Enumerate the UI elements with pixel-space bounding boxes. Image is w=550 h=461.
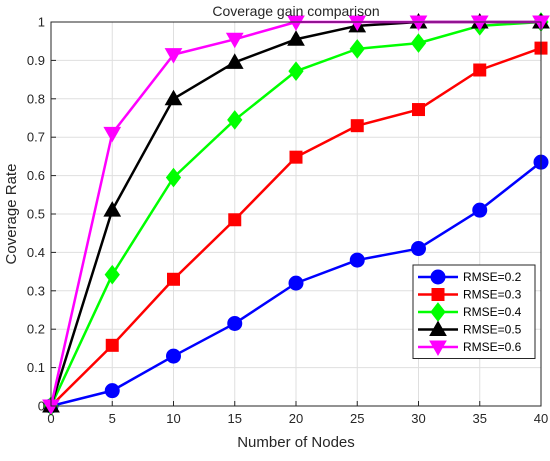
data-point [348,15,367,32]
data-point [350,119,364,133]
data-point [473,63,487,77]
data-point [431,288,445,301]
data-point [288,61,304,81]
data-point [225,32,244,49]
legend: RMSE=0.2 RMSE=0.3 RMSE=0.4 RMSE=0.5 RMSE=0.6 [412,264,536,359]
data-point [225,53,244,69]
y-tick-label: 0.8 [27,91,45,106]
y-axis-title: Coverage Rate [3,164,20,265]
y-tick-label: 0.9 [27,53,45,68]
data-point [227,110,243,130]
y-tick-label: 0.7 [27,130,45,145]
x-tick-label: 0 [47,411,54,426]
data-point [287,30,305,46]
legend-entry: RMSE=0.4 [418,302,522,322]
y-tick-label: 0.5 [27,207,45,222]
series-rmse-0-3 [44,41,548,413]
y-tick-label: 0.3 [27,283,45,298]
x-axis-title: Number of Nodes [237,434,355,451]
data-point [228,213,242,227]
data-point [167,272,180,286]
data-point [429,320,447,336]
x-tick-label: 10 [166,411,180,426]
y-tick-label: 1 [38,15,45,30]
data-point [470,15,489,32]
legend-entry: RMSE=0.2 [418,269,522,285]
data-point [165,167,182,188]
data-point [429,340,447,357]
data-point [164,48,183,64]
y-tick-label: 0.1 [27,360,45,375]
y-tick-label: 0 [38,399,45,414]
data-point [409,15,428,32]
data-point [472,202,488,218]
data-point [349,39,365,59]
legend-label: RMSE=0.2 [463,270,522,284]
x-tick-label: 5 [109,411,116,426]
data-point [104,264,120,285]
data-point [166,348,181,364]
data-point [227,315,243,331]
data-point [103,201,122,217]
y-tick-label: 0.2 [27,322,45,337]
legend-label: RMSE=0.5 [463,323,522,337]
data-point [430,269,446,285]
data-point [164,89,183,106]
x-tick-label: 25 [350,411,364,426]
data-point [289,150,303,164]
data-point [103,126,122,143]
data-point [105,338,119,352]
x-tick-label: 30 [411,411,425,426]
legend-label: RMSE=0.4 [463,305,522,319]
chart-title: Coverage gain comparison [212,3,379,19]
x-tick-label: 35 [473,411,487,426]
data-point [288,275,304,291]
ticks: 0 5 10 15 20 25 30 35 40 0 0.1 0.2 0.3 0.4 0.5 0.6 0.7 0.… [27,15,548,427]
legend-label: RMSE=0.3 [463,288,522,302]
data-point [104,383,120,399]
data-point [412,103,425,117]
x-tick-label: 15 [228,411,242,426]
legend-entry: RMSE=0.5 [418,320,522,337]
data-point [410,33,427,53]
legend-label: RMSE=0.6 [463,340,522,354]
data-point [287,15,305,32]
data-point [411,241,426,257]
legend-entry: RMSE=0.3 [418,288,522,302]
y-tick-label: 0.6 [27,168,45,183]
legend-entry: RMSE=0.6 [418,340,522,357]
data-point [349,252,365,268]
x-tick-label: 20 [289,411,303,426]
y-tick-label: 0.4 [27,245,45,260]
x-tick-label: 40 [534,411,548,426]
